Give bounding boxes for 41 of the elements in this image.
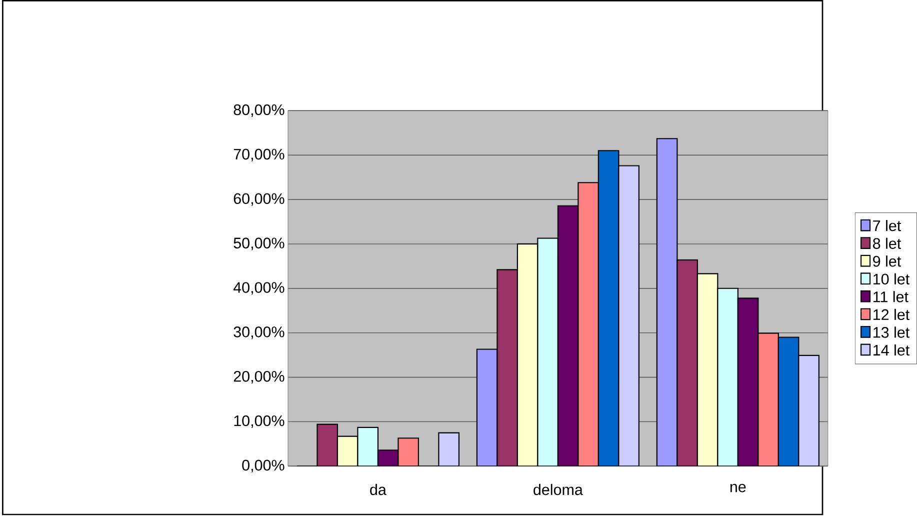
legend-label: 13 let [874, 326, 910, 338]
bar [696, 273, 718, 466]
bar [317, 424, 338, 466]
bar [598, 150, 619, 466]
bar [358, 427, 378, 466]
x-tick-label: ne [730, 484, 746, 492]
bar [618, 166, 639, 466]
bar [578, 182, 598, 466]
bar [398, 438, 418, 466]
bar [497, 270, 518, 466]
bar [717, 288, 738, 466]
y-tick-label: 70,00% [234, 148, 284, 162]
y-tick-label: 10,00% [234, 415, 284, 428]
bar [798, 354, 820, 466]
y-tick-label: 0,00% [242, 460, 284, 472]
y-tick-label: 20,00% [234, 370, 284, 384]
legend-label: 12 let [874, 308, 910, 320]
bar [737, 298, 759, 466]
bar [656, 138, 678, 466]
y-tick-label: 50,00% [234, 238, 284, 250]
legend-label: 14 let [874, 344, 910, 356]
y-tick-label: 60,00% [234, 193, 284, 206]
legend-label: 10 let [874, 273, 910, 284]
bar [758, 332, 779, 466]
bar [517, 244, 538, 466]
bar [538, 238, 558, 466]
y-tick-label: 40,00% [233, 282, 284, 295]
legend-label: 8 let [873, 238, 902, 249]
x-tick-label: deloma [534, 484, 583, 496]
y-tick-label: 80,00% [234, 104, 284, 117]
legend-label: 11 let [874, 290, 908, 302]
bar [438, 432, 459, 466]
bar [337, 436, 358, 466]
bar [476, 349, 498, 466]
x-tick-label: da [370, 484, 386, 496]
legend-label: 9 let [873, 255, 902, 267]
bar [778, 336, 800, 466]
bar [676, 259, 698, 466]
bar [558, 206, 578, 466]
y-tick-label: 30,00% [234, 326, 284, 340]
legend-label: 7 let [873, 220, 902, 232]
